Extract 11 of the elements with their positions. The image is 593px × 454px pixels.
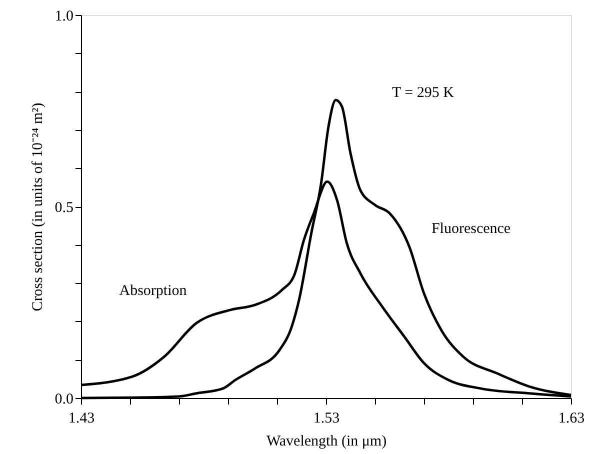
- y-tick-label: 0.5: [54, 200, 74, 216]
- x-axis-title: Wavelength (in μm): [266, 434, 387, 450]
- x-tick-label: 1.63: [558, 410, 585, 426]
- y-tick-label: 0.0: [54, 392, 74, 408]
- y-axis-title: Cross section (in units of 10⁻²⁴ m²): [30, 102, 46, 312]
- x-tick-label: 1.43: [68, 410, 95, 426]
- series-label: Fluorescence: [431, 221, 511, 237]
- series-label: Absorption: [119, 283, 188, 299]
- annotation: T = 295 K: [392, 85, 454, 101]
- x-tick-label: 1.53: [313, 410, 340, 426]
- y-tick-label: 1.0: [54, 8, 74, 24]
